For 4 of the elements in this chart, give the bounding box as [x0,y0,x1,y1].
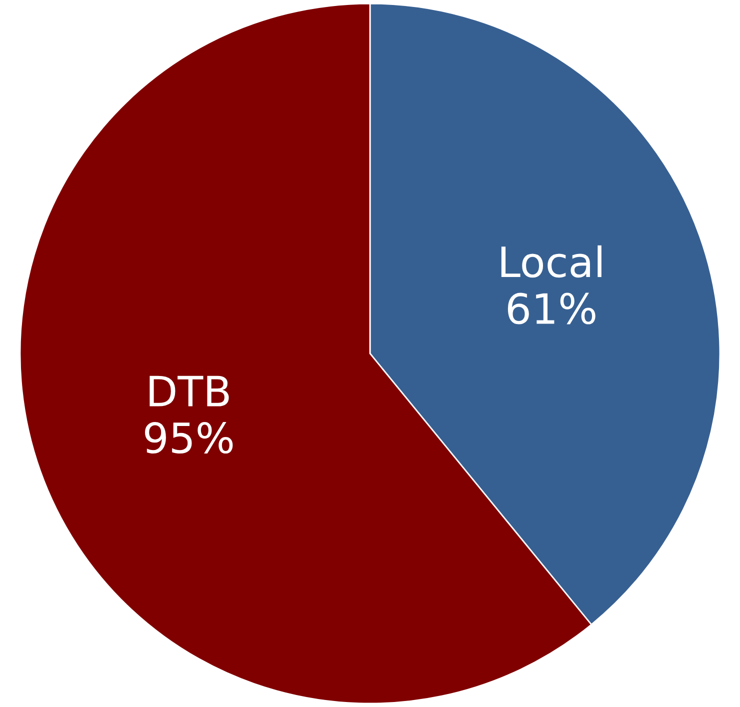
data-label: 95% [144,422,233,454]
slice-label: DTB [150,376,229,406]
slice-label: Local [501,245,602,278]
data-label: 61% [508,292,596,324]
